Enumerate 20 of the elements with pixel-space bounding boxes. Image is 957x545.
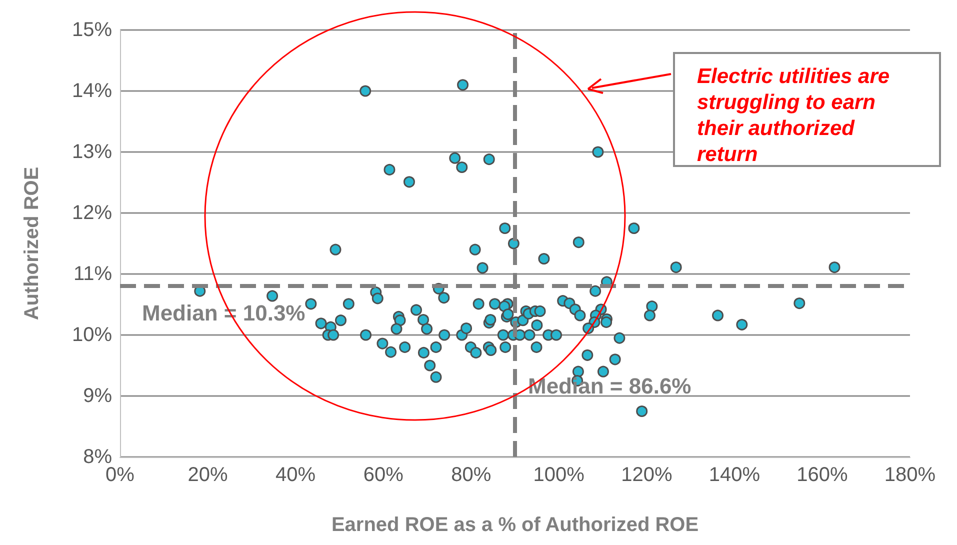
y-tick-label: 11% [73, 263, 112, 285]
y-tick-label: 9% [83, 385, 112, 407]
x-tick-label: 100% [533, 464, 585, 486]
x-tick-label: 140% [708, 464, 760, 486]
callout-box: Electric utilities are struggling to earn their authorized return [673, 52, 941, 167]
y-tick-label: 13% [72, 141, 112, 163]
x-tick-label: 180% [884, 464, 936, 486]
annotation: Median = 86.6% [528, 374, 692, 398]
x-tick-label: 60% [363, 464, 404, 486]
x-axis-title: Earned ROE as a % of Authorized ROE [331, 514, 699, 536]
x-tick-label: 20% [188, 464, 228, 486]
y-tick-label: 15% [72, 19, 112, 41]
y-axis-title: Authorized ROE [21, 166, 43, 320]
y-tick-label: 10% [72, 324, 112, 346]
x-tick-label: 160% [796, 464, 848, 486]
x-tick-label: 40% [276, 464, 316, 486]
x-tick-label: 80% [451, 464, 492, 486]
y-tick-label: 14% [72, 80, 112, 102]
x-tick-label: 120% [621, 464, 672, 486]
y-tick-label: 12% [72, 202, 112, 224]
